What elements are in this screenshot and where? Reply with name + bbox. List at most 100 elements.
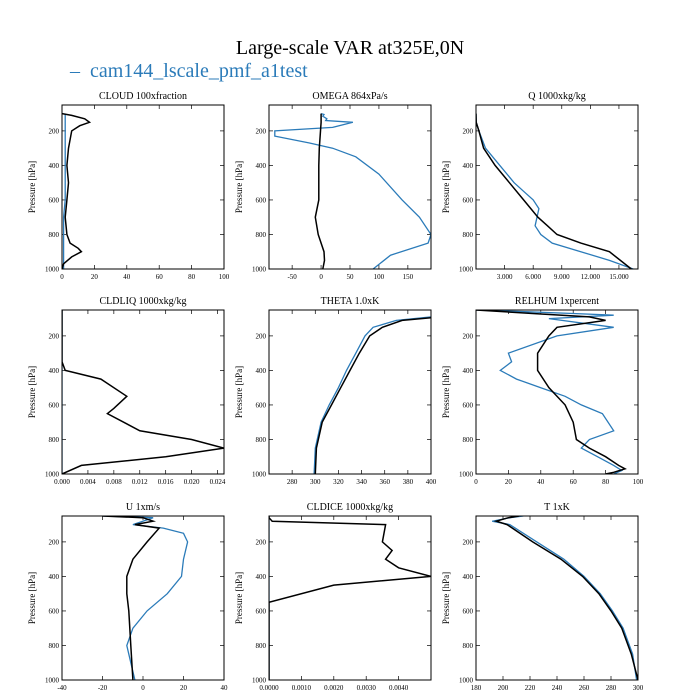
y-axis-label: Pressure [hPa] <box>27 572 37 624</box>
x-tick-label: 0.012 <box>132 478 148 486</box>
y-tick-label: 400 <box>463 162 474 170</box>
x-tick-label: 0.020 <box>184 478 200 486</box>
x-tick-label: 40 <box>123 273 131 281</box>
x-tick-label: 6.000 <box>525 273 541 281</box>
y-axis-label: Pressure [hPa] <box>441 572 451 624</box>
panel-frame <box>61 104 225 270</box>
panel-7: U 1xm/s Pressure [hPa] -40 -20 0 20 40 200 400 60… <box>27 502 228 692</box>
panel-4: CLDLIQ 1000xkg/kg Pressure [hPa] 0.000 0.00… <box>27 296 226 486</box>
series-line-black <box>493 516 638 680</box>
y-tick-label: 200 <box>463 332 474 340</box>
series-line-blue <box>313 316 431 474</box>
x-tick-label: 3.000 <box>497 273 513 281</box>
panel-1: CLOUD 100xfraction Pressure [hPa] 0 20 40 60 8… <box>27 91 230 281</box>
x-tick-label: 0 <box>60 273 64 281</box>
y-axis-label: Pressure [hPa] <box>234 366 244 418</box>
x-tick-label: 40 <box>221 684 229 692</box>
panel-frame <box>475 104 639 270</box>
series-line-black <box>476 113 632 269</box>
x-tick-label: 80 <box>188 273 196 281</box>
series-line-black <box>102 516 161 680</box>
panel-frame <box>268 104 432 270</box>
x-tick-label: -50 <box>287 273 297 281</box>
series-line-black <box>476 310 627 474</box>
y-tick-label: 400 <box>463 367 474 375</box>
x-tick-label: 200 <box>498 684 509 692</box>
y-tick-label: 600 <box>256 196 267 204</box>
x-tick-label: 360 <box>379 478 390 486</box>
y-tick-label: 800 <box>49 436 60 444</box>
y-tick-label: 800 <box>256 642 267 650</box>
y-tick-label: 600 <box>256 607 267 615</box>
x-tick-label: 100 <box>374 273 385 281</box>
series-line-blue <box>476 113 634 269</box>
x-tick-label: 40 <box>537 478 545 486</box>
legend-label: cam144_lscale_pmf_a1test <box>90 60 308 82</box>
x-tick-label: 15.000 <box>609 273 629 281</box>
x-tick-label: 300 <box>310 478 321 486</box>
x-tick-label: 0 <box>319 273 323 281</box>
x-tick-label: 50 <box>347 273 355 281</box>
x-tick-label: 0.0000 <box>259 684 279 692</box>
series-line-black <box>314 113 326 269</box>
y-tick-label: 800 <box>463 642 474 650</box>
y-tick-label: 800 <box>256 436 267 444</box>
y-tick-label: 800 <box>463 231 474 239</box>
series-line-black <box>62 112 92 269</box>
panel-title: CLDLIQ 1000xkg/kg <box>100 296 187 307</box>
y-axis-label: Pressure [hPa] <box>441 366 451 418</box>
y-tick-label: 400 <box>49 367 60 375</box>
series-line-blue <box>274 112 431 269</box>
panel-title: THETA 1.0xK <box>321 296 380 307</box>
x-tick-label: 340 <box>356 478 367 486</box>
y-tick-label: 600 <box>463 607 474 615</box>
x-tick-label: 220 <box>525 684 536 692</box>
y-tick-label: 600 <box>49 196 60 204</box>
x-tick-label: 0 <box>474 478 478 486</box>
panel-title: T 1xK <box>544 502 570 513</box>
y-tick-label: 200 <box>463 538 474 546</box>
y-tick-label: 1000 <box>252 471 267 479</box>
y-tick-label: 800 <box>49 642 60 650</box>
x-tick-label: 60 <box>570 478 578 486</box>
y-tick-label: 1000 <box>459 677 474 685</box>
panel-9: T 1xK Pressure [hPa] 180 200 220 240 260 280 300… <box>441 502 644 692</box>
x-tick-label: 0 <box>141 684 145 692</box>
y-tick-label: 1000 <box>459 266 474 274</box>
x-tick-label: 0.008 <box>106 478 122 486</box>
series-line-blue <box>102 516 189 680</box>
x-tick-label: -20 <box>98 684 108 692</box>
y-tick-label: 200 <box>49 332 60 340</box>
panels: CLOUD 100xfraction Pressure [hPa] 0 20 40 60 8… <box>27 91 644 692</box>
panel-frame <box>61 309 225 475</box>
y-tick-label: 200 <box>463 127 474 135</box>
x-tick-label: 100 <box>633 478 644 486</box>
panel-title: CLOUD 100xfraction <box>99 91 187 102</box>
y-tick-label: 800 <box>256 231 267 239</box>
x-tick-label: 260 <box>579 684 590 692</box>
y-tick-label: 1000 <box>45 471 60 479</box>
y-tick-label: 1000 <box>45 677 60 685</box>
panel-frame <box>268 309 432 475</box>
series-line-black <box>62 310 224 474</box>
y-tick-label: 400 <box>256 367 267 375</box>
panel-3: Q 1000xkg/kg Pressure [hPa] 3.000 6.000 9.00… <box>441 91 639 281</box>
y-tick-label: 200 <box>256 538 267 546</box>
series-line-blue <box>62 113 66 269</box>
panel-2: OMEGA 864xPa/s Pressure [hPa] -50 0 50 100 150… <box>234 91 432 281</box>
x-tick-label: 280 <box>287 478 298 486</box>
y-tick-label: 400 <box>256 162 267 170</box>
x-tick-label: 0.016 <box>158 478 174 486</box>
y-tick-label: 1000 <box>252 266 267 274</box>
y-tick-label: 200 <box>256 127 267 135</box>
x-tick-label: -40 <box>57 684 67 692</box>
y-axis-label: Pressure [hPa] <box>234 572 244 624</box>
y-axis-label: Pressure [hPa] <box>441 161 451 213</box>
x-tick-label: 0.004 <box>80 478 96 486</box>
y-axis-label: Pressure [hPa] <box>234 161 244 213</box>
panel-5: THETA 1.0xK Pressure [hPa] 280 300 320 340 360… <box>234 296 437 486</box>
x-tick-label: 12.000 <box>581 273 601 281</box>
panel-frame <box>475 515 639 681</box>
x-tick-label: 0.0010 <box>292 684 312 692</box>
x-tick-label: 0.0030 <box>357 684 377 692</box>
